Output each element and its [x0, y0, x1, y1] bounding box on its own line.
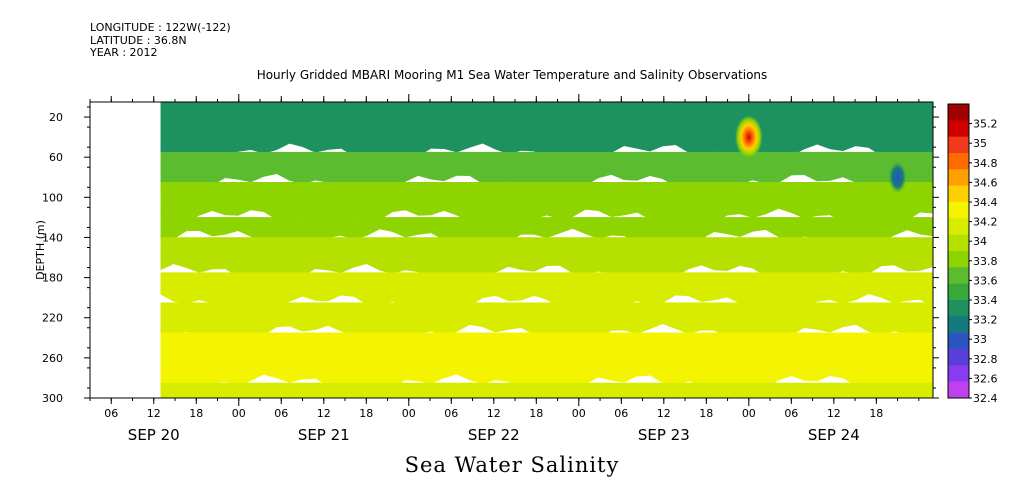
colorbar-label: 34.8 [973, 157, 998, 170]
high-salinity-anomaly [734, 115, 763, 160]
colorbar-swatch [948, 136, 969, 154]
y-tick-label: 140 [42, 231, 63, 244]
x-tick-label: 12 [657, 407, 671, 420]
x-tick-label: 00 [232, 407, 246, 420]
x-tick-label: 06 [614, 407, 628, 420]
colorbar-label: 34.2 [973, 216, 998, 229]
colorbar-swatch [948, 185, 969, 203]
colorbar-swatch [948, 381, 969, 399]
colorbar-label: 33.8 [973, 255, 998, 268]
colorbar-label: 35.2 [973, 118, 998, 131]
salinity-band [160, 382, 933, 398]
colorbar-label: 35 [973, 137, 987, 150]
x-tick-label: 18 [699, 407, 713, 420]
colorbar: 35.2 35 34.8 34.6 34.4 34.2 34 33.8 33.6 33.4 33.2… [947, 103, 998, 405]
x-day-label: SEP 24 [808, 426, 860, 444]
x-tick-label: 06 [444, 407, 458, 420]
colorbar-swatch [948, 153, 969, 170]
colorbar-swatch [948, 365, 969, 382]
colorbar-label: 34 [973, 235, 987, 248]
colorbar-swatch [948, 120, 969, 137]
colorbar-swatch [948, 283, 969, 301]
colorbar-swatch [948, 300, 969, 317]
axes: 06 12 18 00 06 12 18 00 06 12 18 00 06 12 18 00 06 12 18 SE… [42, 94, 939, 444]
colorbar-swatch [948, 169, 969, 186]
colorbar-label: 34.4 [973, 196, 998, 209]
x-tick-label: 18 [529, 407, 543, 420]
colorbar-label: 34.6 [973, 176, 998, 189]
colorbar-label: 33 [973, 333, 987, 346]
colorbar-label: 33.6 [973, 274, 998, 287]
x-tick-label: 00 [402, 407, 416, 420]
x-day-label: SEP 22 [468, 426, 520, 444]
colorbar-label: 33.4 [973, 294, 998, 307]
x-tick-label: 06 [104, 407, 118, 420]
x-tick-label: 12 [147, 407, 161, 420]
colorbar-swatch [948, 234, 969, 252]
y-tick-label: 20 [49, 111, 63, 124]
low-salinity-anomaly [888, 161, 907, 194]
colorbar-swatch [948, 218, 969, 235]
metadata-block: LONGITUDE : 122W(-122) LATITUDE : 36.8N … [90, 21, 231, 60]
y-tick-label: 100 [42, 191, 63, 204]
heatmap-area [90, 102, 933, 398]
colorbar-label: 33.2 [973, 314, 998, 327]
x-tick-label: 00 [572, 407, 586, 420]
salinity-band [160, 102, 933, 162]
x-tick-label: 06 [784, 407, 798, 420]
y-tick-label: 300 [42, 392, 63, 405]
x-day-label: SEP 20 [128, 426, 180, 444]
y-tick-label: 180 [42, 272, 63, 285]
colorbar-swatch [948, 104, 969, 121]
colorbar-swatch [948, 332, 969, 350]
x-tick-label: 00 [742, 407, 756, 420]
colorbar-label: 32.8 [973, 353, 998, 366]
colorbar-label: 32.4 [973, 392, 998, 405]
y-tick-label: 60 [49, 151, 63, 164]
year-label: YEAR : 2012 [90, 46, 158, 59]
x-tick-label: 18 [189, 407, 203, 420]
x-axis-label: Sea Water Salinity [404, 453, 620, 477]
colorbar-swatch [948, 349, 969, 366]
x-tick-label: 06 [274, 407, 288, 420]
y-tick-label: 220 [42, 312, 63, 325]
colorbar-swatch [948, 251, 969, 268]
latitude-label: LATITUDE : 36.8N [90, 33, 187, 47]
y-axis-label: DEPTH (m) [34, 220, 47, 280]
x-day-label: SEP 21 [298, 426, 350, 444]
colorbar-swatch [948, 267, 969, 284]
x-tick-label: 18 [359, 407, 373, 420]
x-tick-label: 18 [869, 407, 883, 420]
colorbar-label: 32.6 [973, 372, 998, 385]
y-tick-label: 260 [42, 352, 63, 365]
colorbar-swatch [948, 316, 969, 333]
colorbar-swatch [948, 202, 969, 219]
longitude-label: LONGITUDE : 122W(-122) [90, 21, 231, 34]
chart-title: Hourly Gridded MBARI Mooring M1 Sea Wate… [256, 68, 768, 82]
colorbar-frame [947, 103, 970, 399]
x-day-label: SEP 23 [638, 426, 690, 444]
x-tick-label: 12 [317, 407, 331, 420]
axes-border [89, 101, 934, 399]
x-tick-label: 12 [487, 407, 501, 420]
x-tick-label: 12 [827, 407, 841, 420]
